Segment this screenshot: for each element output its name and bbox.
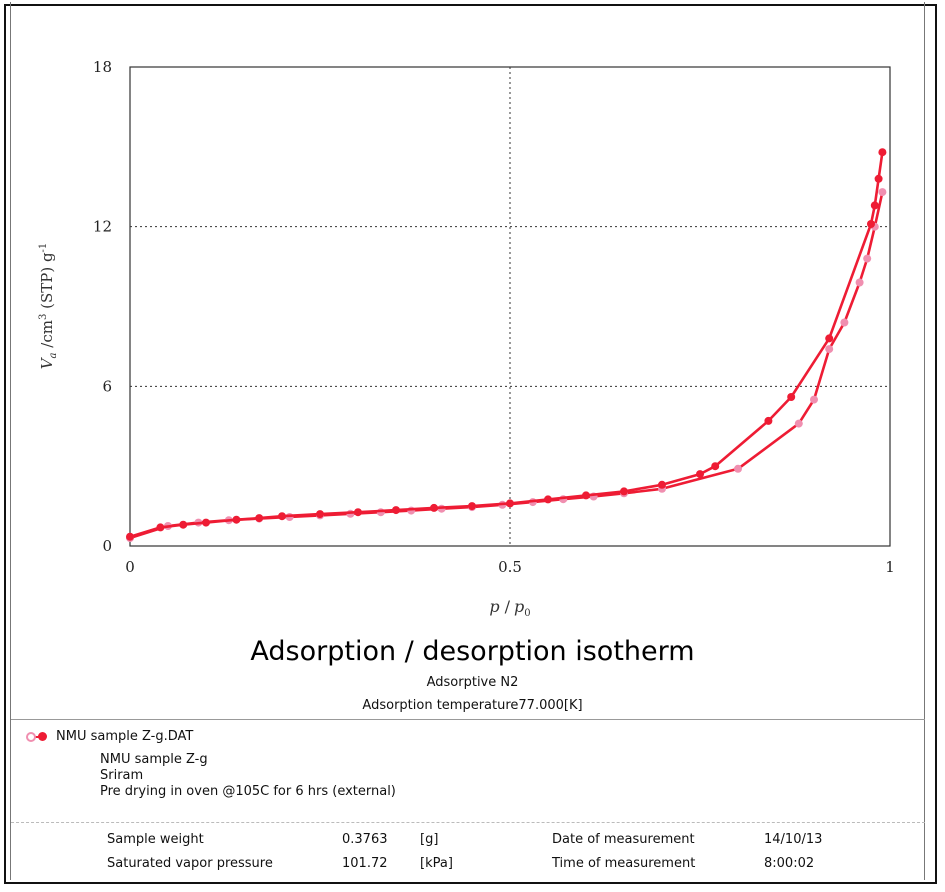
x-tick-label: 1 [885,558,895,576]
time-label: Time of measurement [552,856,696,871]
y-tick-label: 12 [93,218,112,236]
grid-lines [130,67,890,546]
y-label-v: V [38,356,56,369]
adsorption-point [855,278,864,287]
plot-area [129,66,891,547]
sample-comment: Pre drying in oven @105C for 6 hrs (exte… [100,784,396,799]
desorption-point [874,174,883,183]
desorption-point [696,470,704,479]
desorption-point [316,510,324,519]
y-tick-label: 6 [102,377,112,395]
desorption-point [620,487,628,496]
tick-labels: 0 0.5 1 0 6 12 18 [93,58,895,576]
dashed-separator [11,822,925,823]
desorption-point [878,148,887,157]
x-tick-label: 0.5 [498,558,522,576]
legend-marker-icon [24,731,54,743]
desorption-point [278,512,286,521]
desorption-dot-icon [38,731,47,741]
desorption-point [179,520,188,529]
pressure-value: 101.72 [342,856,388,871]
desorption-point [392,506,400,515]
pressure-unit: [kPa] [420,856,453,871]
desorption-point [232,515,241,524]
desorption-point [354,508,362,517]
weight-unit: [g] [420,832,439,847]
date-label: Date of measurement [552,832,695,847]
x-tick-label: 0 [125,558,135,576]
x-label-p0-sub: 0 [524,608,530,619]
desorption-point [126,532,134,541]
adsorption-point [840,318,849,327]
desorption-point [787,393,796,401]
y-label-v-sub: a [48,352,59,358]
operator-name: Sriram [100,768,144,783]
time-value: 8:00:02 [764,856,815,871]
temperature-label: Adsorption temperature77.000[K] [362,698,583,713]
report-frame [4,4,937,884]
chart-title: Adsorption / desorption isotherm [250,636,695,667]
report-inner-frame [10,2,925,880]
adsorption-point [810,395,818,404]
weight-label: Sample weight [107,832,204,847]
desorption-point [711,462,720,471]
desorption-point [255,514,264,523]
desorption-point [870,201,879,210]
y-tick-label: 0 [102,537,112,555]
weight-value: 0.3763 [342,832,388,847]
adsorption-point [878,188,887,197]
y-label-sup3: 3 [38,314,49,320]
data-series [126,148,887,542]
legend-file-name: NMU sample Z-g.DAT [56,729,194,744]
date-value: 14/10/13 [764,832,823,847]
desorption-point [658,480,666,489]
x-label-sep: / [500,597,511,616]
desorption-point [825,334,834,343]
desorption-point [582,491,590,500]
adsorption-point [863,254,872,263]
y-label-unit: /cm [38,320,56,352]
adsorption-dot-icon [26,731,36,742]
y-axis-label: Va /cm3 (STP) g-1 [38,243,59,370]
desorption-point [867,220,875,228]
y-label-supm1: -1 [38,243,49,253]
x-axis-label: p / p0 [489,597,530,619]
desorption-point [468,502,476,511]
desorption-point [156,523,165,532]
y-tick-label: 18 [93,58,112,76]
sample-name: NMU sample Z-g [100,752,208,767]
desorption-point [430,503,438,512]
pressure-label: Saturated vapor pressure [107,856,273,871]
adsorption-point [794,419,803,428]
desorption-point [506,499,514,508]
adsorption-point [825,345,834,354]
y-label-stp: (STP) g [38,252,56,314]
adsorptive-label: Adsorptive N2 [426,675,519,690]
desorption-point [544,495,552,504]
desorption-point [202,518,210,527]
desorption-point [764,416,773,425]
adsorption-point [734,464,742,473]
separator [11,719,925,720]
x-label-p: p [489,597,499,616]
x-label-p0: p [514,597,524,616]
legend: NMU sample Z-g.DAT [24,729,193,744]
